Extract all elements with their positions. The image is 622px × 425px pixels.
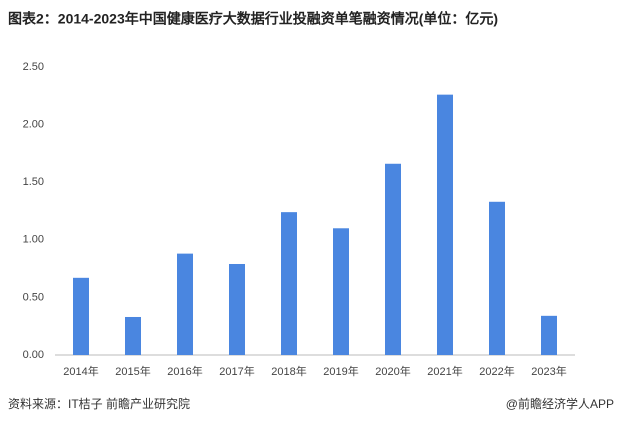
y-tick-label: 1.00 [23, 234, 44, 246]
x-tick-label: 2017年 [219, 364, 254, 378]
source: 资料来源：IT桔子 前瞻产业研究院 [8, 396, 190, 411]
bar [333, 228, 349, 355]
chart-title: 图表2：2014-2023年中国健康医疗大数据行业投融资单笔融资情况(单位：亿元… [8, 11, 498, 27]
x-tick-label: 2019年 [323, 364, 358, 378]
x-tick-label: 2015年 [115, 364, 150, 378]
x-tick-label: 2022年 [479, 364, 514, 378]
y-tick-label: 1.50 [23, 176, 44, 188]
x-tick-label: 2021年 [427, 364, 462, 378]
y-tick-label: 0.00 [23, 349, 44, 361]
x-tick-label: 2014年 [63, 364, 98, 378]
x-tick-label: 2016年 [167, 364, 202, 378]
bar [281, 212, 297, 355]
x-tick-label: 2020年 [375, 364, 410, 378]
bar [385, 163, 401, 355]
bar [73, 277, 89, 355]
x-tick-label: 2023年 [531, 364, 566, 378]
bar [177, 253, 193, 355]
y-tick-label: 0.50 [23, 291, 44, 303]
y-tick-label: 2.50 [23, 61, 44, 73]
bar [489, 201, 505, 355]
bar [541, 315, 557, 355]
x-tick-label: 2018年 [271, 364, 306, 378]
brand: @前瞻经济学人APP [506, 396, 614, 411]
bar [229, 263, 245, 355]
bar [125, 316, 141, 355]
bar [437, 94, 453, 355]
y-tick-label: 2.00 [23, 119, 44, 131]
